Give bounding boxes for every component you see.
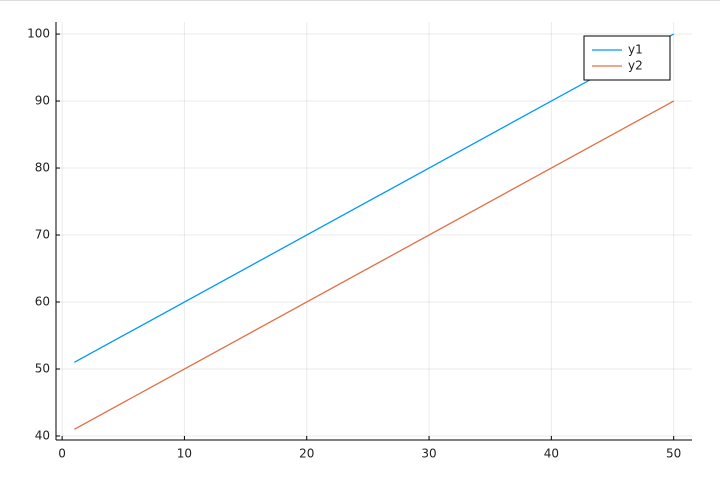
series-line	[74, 33, 674, 363]
y-tick-label: 50	[35, 361, 50, 375]
y-tick-label: 100	[27, 27, 50, 41]
x-tick-label: 50	[666, 447, 681, 461]
x-tick-label: 0	[58, 447, 66, 461]
y-tick-label: 40	[35, 428, 50, 442]
series-line	[74, 100, 674, 430]
x-tick-label: 10	[177, 447, 192, 461]
y-tick-label: 80	[35, 161, 50, 175]
legend-box	[583, 35, 671, 81]
legend-label: y2	[628, 59, 643, 73]
legend-label: y1	[628, 43, 643, 57]
y-tick-label: 60	[35, 295, 50, 309]
y-tick-label: 70	[35, 228, 50, 242]
y-tick-label: 90	[35, 94, 50, 108]
x-tick-label: 30	[421, 447, 436, 461]
x-tick-label: 20	[299, 447, 314, 461]
x-tick-label: 40	[544, 447, 559, 461]
